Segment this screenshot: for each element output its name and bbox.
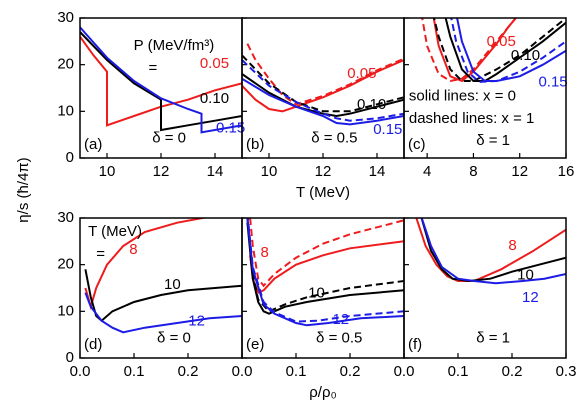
- x-tick-label: 14: [207, 163, 224, 180]
- panel-label: (d): [84, 336, 102, 353]
- x-tick-label: 14: [369, 163, 386, 180]
- note: dashed lines: x = 1: [409, 110, 535, 127]
- x-tick-label: 10: [99, 163, 116, 180]
- dashed-line: [450, 18, 566, 83]
- series-label: 0.10: [200, 90, 229, 107]
- x-tick-label: 12: [153, 163, 170, 180]
- series-label: 12: [188, 313, 205, 330]
- solid-line: [80, 31, 242, 132]
- note: P (MeV/fm³): [134, 37, 215, 54]
- series-label: 0.10: [511, 47, 540, 64]
- dashed-line: [433, 18, 566, 82]
- dashed-line: [249, 218, 404, 288]
- solid-line: [80, 26, 242, 134]
- solid-line: [84, 269, 242, 323]
- x-tick-label: 12: [511, 163, 528, 180]
- series-label: 0.15: [538, 73, 567, 90]
- panel-frame: [403, 217, 567, 359]
- series-label: 10: [308, 285, 325, 302]
- series-label: 0.05: [347, 65, 376, 82]
- x-tick-label: 10: [261, 163, 278, 180]
- y-tick-label: 30: [57, 9, 74, 26]
- panel-label: (a): [84, 136, 102, 153]
- x-tick-label: 0.0: [394, 363, 415, 380]
- panel-label: (e): [246, 336, 264, 353]
- series-label: 0.15: [373, 121, 402, 138]
- x-axis-label: ρ/ρ₀: [309, 384, 336, 401]
- x-tick-label: 0.0: [232, 363, 253, 380]
- dashed-line: [246, 43, 404, 106]
- y-axis-label: η/s (ħ/4π): [15, 157, 32, 222]
- y-tick-label: 10: [57, 102, 74, 119]
- y-tick-label: 20: [57, 56, 74, 73]
- note: =: [149, 59, 158, 76]
- x-tick-label: 0.2: [178, 363, 199, 380]
- x-axis-label: T (MeV): [296, 184, 350, 201]
- solid-line: [246, 222, 404, 315]
- solid-line: [242, 73, 404, 118]
- x-tick-label: 16: [558, 163, 575, 180]
- x-tick-label: 0.2: [502, 363, 523, 380]
- x-tick-label: 0.0: [70, 363, 91, 380]
- solid-line: [242, 77, 404, 126]
- dashed-line: [246, 218, 404, 323]
- dashed-line: [242, 59, 404, 122]
- series-label: 0.05: [200, 55, 229, 72]
- delta-label: δ = 0: [152, 129, 186, 146]
- plot-area: [242, 43, 404, 126]
- note: T (MeV): [88, 223, 142, 240]
- y-tick-label: 20: [57, 256, 74, 273]
- plot-area: [80, 26, 242, 134]
- x-tick-label: 0.1: [448, 363, 469, 380]
- x-tick-label: 4: [423, 163, 431, 180]
- dashed-line: [246, 218, 404, 313]
- note: solid lines: x = 0: [409, 87, 516, 104]
- plot-area: [246, 218, 404, 327]
- series-label: 0.15: [216, 120, 245, 137]
- delta-label: δ = 0: [157, 329, 191, 346]
- dashed-line: [242, 54, 404, 113]
- delta-label: δ = 1: [476, 132, 510, 149]
- delta-label: δ = 0.5: [311, 129, 357, 146]
- y-tick-label: 0: [66, 349, 74, 366]
- solid-line: [420, 218, 566, 283]
- solid-line: [84, 292, 242, 334]
- x-tick-label: 12: [315, 163, 332, 180]
- series-label: 10: [164, 276, 181, 293]
- x-tick-label: 0.3: [556, 363, 577, 380]
- panel-frame: [403, 17, 567, 159]
- series-label: 8: [129, 241, 137, 258]
- panel-label: (b): [246, 136, 264, 153]
- series-label: 0.05: [487, 33, 516, 50]
- plot-area: [421, 18, 566, 83]
- x-tick-label: 0.1: [124, 363, 145, 380]
- x-tick-label: 0.2: [340, 363, 361, 380]
- delta-label: δ = 0.5: [316, 329, 362, 346]
- solid-line: [80, 36, 242, 127]
- series-label: 8: [261, 244, 269, 261]
- series-label: 10: [517, 266, 534, 283]
- y-tick-label: 10: [57, 302, 74, 319]
- delta-label: δ = 1: [476, 329, 510, 346]
- note: =: [96, 245, 105, 262]
- dashed-line: [421, 18, 518, 83]
- series-label: 0.10: [357, 96, 386, 113]
- y-tick-label: 30: [57, 209, 74, 226]
- plot-area: [415, 218, 566, 285]
- series-label: 8: [508, 237, 516, 254]
- solid-line: [420, 218, 566, 285]
- x-tick-label: 8: [469, 163, 477, 180]
- y-tick-label: 0: [66, 149, 74, 166]
- panel-label: (f): [408, 336, 422, 353]
- solid-line: [415, 218, 566, 282]
- x-tick-label: 0.1: [286, 363, 307, 380]
- series-label: 12: [332, 311, 349, 328]
- panel-label: (c): [408, 136, 426, 153]
- series-label: 12: [522, 289, 539, 306]
